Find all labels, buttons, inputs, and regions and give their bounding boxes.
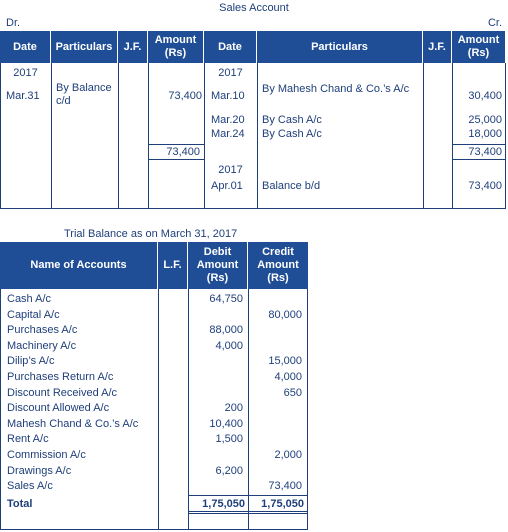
right-date-2: Apr.01 (211, 180, 243, 192)
credit-amount: 4,000 (274, 371, 302, 383)
account-name: Rent A/c (7, 433, 49, 446)
table-row: Sales A/c 73,400 (0, 478, 308, 494)
credit-side-label: Cr. (487, 17, 502, 29)
debit-amount: 6,200 (215, 464, 243, 477)
header-name-of-accounts: Name of Accounts (0, 242, 158, 289)
header-particulars-left: Particulars (51, 31, 118, 63)
table-row: Discount Allowed A/c 200 (0, 400, 308, 416)
table-row: Purchases Return A/c 4,000 (0, 369, 308, 385)
credit-amount: 73,400 (268, 480, 302, 493)
right-year: 2017 (218, 67, 243, 79)
table-row: Machinery A/c 4,000 (0, 338, 308, 354)
debit-amount: 10,400 (209, 417, 243, 430)
total-debit: 1,75,050 (202, 498, 245, 510)
account-name: Capital A/c (7, 308, 60, 321)
sales-account-header: Date Particulars J.F. Amount (Rs) Date P… (0, 31, 505, 63)
right-row-amount: 25,000 (468, 114, 502, 126)
credit-amount: 80,000 (268, 308, 302, 321)
account-name: Commission A/c (7, 449, 86, 461)
right-row-date: Mar.10 (211, 90, 245, 102)
right-row-amount: 30,400 (468, 90, 502, 102)
total-credit: 1,75,050 (261, 498, 304, 510)
left-particulars: By Balance c/d (56, 82, 112, 107)
header-lf: L.F. (158, 242, 188, 289)
account-name: Dilip’s A/c (7, 355, 55, 368)
total-label: Total (7, 498, 33, 510)
table-row: Commission A/c 2,000 (0, 447, 308, 463)
right-row-date: Mar.20 (211, 114, 245, 126)
header-date-left: Date (0, 31, 51, 63)
right-year-2: 2017 (218, 164, 243, 176)
header-date-right: Date (204, 31, 257, 63)
left-total: 73,400 (166, 146, 200, 158)
table-row: Dilip’s A/c 15,000 (0, 353, 308, 369)
account-name: Discount Allowed A/c (7, 402, 110, 415)
debit-amount: 1,500 (215, 433, 243, 446)
table-row: Drawings A/c 6,200 (0, 463, 308, 479)
right-amount-2: 73,400 (468, 180, 502, 192)
right-row-date: Mar.24 (211, 128, 245, 140)
left-year: 2017 (13, 67, 38, 79)
account-name: Drawings A/c (7, 464, 72, 477)
credit-amount: 650 (283, 386, 302, 399)
trial-balance-title: Trial Balance as on March 31, 2017 (64, 228, 238, 240)
header-particulars-right: Particulars (257, 31, 423, 63)
left-amount: 73,400 (168, 90, 202, 102)
account-name: Sales A/c (7, 480, 53, 493)
account-name: Purchases Return A/c (7, 371, 114, 383)
right-total: 73,400 (468, 146, 502, 158)
right-row-amount: 18,000 (468, 128, 502, 140)
sales-account-title: Sales Account (219, 2, 289, 14)
right-row-particulars: By Mahesh Chand & Co.’s A/c (262, 83, 410, 95)
account-name: Machinery A/c (7, 339, 77, 352)
debit-amount: 64,750 (209, 293, 243, 305)
table-row: Purchases A/c 88,000 (0, 322, 308, 338)
table-row: Cash A/c 64,750 (0, 291, 308, 307)
trial-balance-header: Name of Accounts L.F. Debit Amount (Rs) … (0, 242, 308, 289)
left-date: Mar.31 (6, 90, 40, 102)
header-amount-right: Amount (Rs) (452, 31, 505, 63)
header-credit-amount: Credit Amount (Rs) (248, 242, 308, 289)
right-row-particulars: By Cash A/c (262, 114, 322, 126)
header-jf-right: J.F. (423, 31, 452, 63)
account-name: Mahesh Chand & Co.’s A/c (7, 417, 139, 430)
right-row-particulars: By Cash A/c (262, 128, 322, 140)
table-row: Capital A/c 80,000 (0, 307, 308, 323)
header-amount-left: Amount (Rs) (148, 31, 204, 63)
header-debit-amount: Debit Amount (Rs) (188, 242, 248, 289)
account-name: Purchases A/c (7, 324, 78, 337)
table-row: Discount Received A/c 650 (0, 385, 308, 401)
debit-amount: 200 (224, 402, 243, 415)
debit-amount: 4,000 (215, 339, 243, 352)
debit-amount: 88,000 (209, 324, 243, 337)
credit-amount: 2,000 (274, 449, 302, 461)
debit-side-label: Dr. (6, 17, 21, 29)
table-row: Rent A/c 1,500 (0, 431, 308, 447)
account-name: Cash A/c (7, 293, 52, 305)
table-row: Mahesh Chand & Co.’s A/c 10,400 (0, 416, 308, 432)
header-jf-left: J.F. (118, 31, 148, 63)
credit-amount: 15,000 (268, 355, 302, 368)
account-name: Discount Received A/c (7, 386, 118, 399)
right-particulars-2: Balance b/d (262, 180, 321, 192)
